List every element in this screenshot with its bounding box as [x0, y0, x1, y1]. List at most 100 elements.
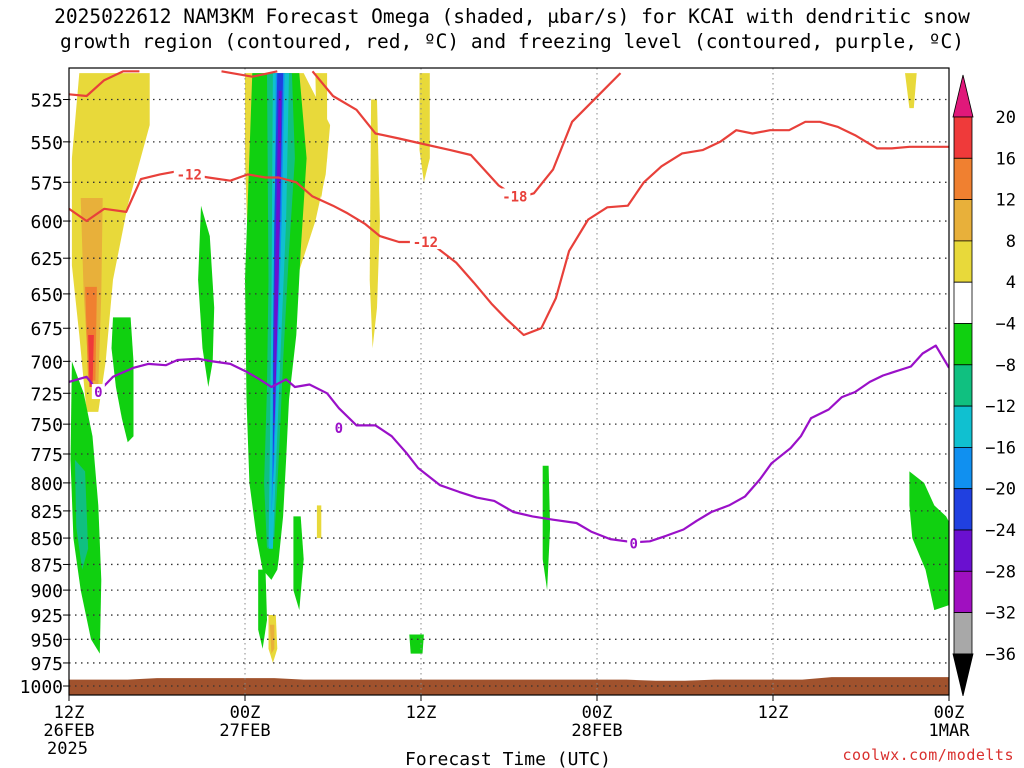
- y-tick-label: 950: [30, 630, 63, 651]
- omega-shade-region: [293, 516, 304, 611]
- colorbar-tick-label: 20: [996, 108, 1016, 128]
- contour-line: [221, 70, 278, 78]
- contour-label-bg: [173, 166, 205, 182]
- colorbar-min-arrow: [952, 653, 974, 696]
- omega-shade-region: [269, 624, 275, 654]
- colorbar-tick-label: −16: [985, 438, 1016, 458]
- x-tick-label: 1MAR: [929, 721, 971, 741]
- colorbar-bin: [953, 364, 973, 407]
- y-tick-label: 925: [30, 606, 63, 627]
- y-tick-label: 625: [30, 249, 63, 270]
- y-tick-label: 525: [30, 91, 63, 112]
- contour-line: [311, 70, 622, 200]
- colorbar-tick-label: 16: [996, 149, 1016, 169]
- y-tick-label: 825: [30, 502, 63, 523]
- y-tick-label: 725: [30, 384, 63, 405]
- colorbar-bin: [953, 446, 973, 490]
- x-tick-label: 00Z: [934, 703, 965, 723]
- contour-label: 0: [94, 385, 102, 401]
- colorbar-bin: [953, 570, 973, 613]
- colorbar-bin: [953, 323, 973, 366]
- x-tick-label: 12Z: [758, 703, 789, 723]
- x-tick-label: 12Z: [406, 703, 437, 723]
- colorbar-bin: [953, 612, 973, 655]
- contour-label: -12: [413, 235, 438, 251]
- colorbar-bin: [953, 116, 973, 159]
- colorbar-bin: [953, 405, 973, 448]
- y-tick-label: 675: [30, 319, 63, 340]
- contour-label: -12: [177, 167, 202, 183]
- omega-shade-region: [905, 73, 917, 109]
- omega-shade-region: [88, 335, 94, 387]
- temperature-contours: [69, 70, 949, 544]
- contour-label: 0: [629, 536, 637, 552]
- contour-line: [69, 70, 140, 98]
- omega-shade-region: [111, 317, 134, 443]
- chart-title-line1: 2025022612 NAM3KM Forecast Omega (shaded…: [54, 5, 970, 28]
- y-tick-label: 1000: [20, 677, 63, 698]
- y-tick-label: 650: [30, 285, 63, 306]
- contour-line: [69, 120, 949, 337]
- plot-frame: [68, 67, 950, 696]
- x-tick-label: 12Z: [54, 703, 85, 723]
- gridlines: [69, 68, 949, 695]
- colorbar-tick-label: 4: [1006, 273, 1016, 293]
- chart-title-line2: growth region (contoured, red, ºC) and f…: [60, 30, 964, 53]
- y-tick-label: 800: [30, 474, 63, 495]
- omega-shade-region: [198, 205, 215, 387]
- x-tick-label: 2025: [47, 739, 88, 759]
- contour-labels: -12 -12 -18 0 0 0: [91, 166, 641, 552]
- colorbar-bin: [953, 529, 973, 572]
- omega-shade-region: [409, 634, 424, 654]
- omega-shade-region: [315, 73, 328, 198]
- y-axis: 525 550 575 600 625 650 675 700 725 750 775 800 825 8…: [20, 91, 69, 698]
- omega-shade-region: [258, 569, 267, 649]
- omega-shade-region: [369, 99, 380, 349]
- omega-shade-region: [74, 459, 89, 570]
- colorbar-bin: [953, 488, 973, 531]
- colorbar-tick-label: −4: [996, 315, 1016, 335]
- y-tick-label: 875: [30, 555, 63, 576]
- colorbar-bin: [953, 281, 973, 324]
- y-tick-label: 975: [30, 654, 63, 675]
- x-tick-label: 00Z: [582, 703, 613, 723]
- credit-link[interactable]: coolwx.com/modelts: [842, 746, 1014, 764]
- contour-label-bg: [332, 419, 346, 435]
- colorbar-tick-label: 12: [996, 191, 1016, 211]
- y-tick-label: 900: [30, 581, 63, 602]
- colorbar-max-arrow: [952, 74, 974, 118]
- colorbar-tick-label: −20: [985, 480, 1016, 500]
- contour-label-bg: [499, 188, 531, 204]
- colorbar-tick-label: 8: [1006, 232, 1016, 252]
- omega-shade-region: [909, 471, 949, 611]
- colorbar: 20 16 12 8 4 −4 −8 −12 −16 −20 −24 −28 −32 −36: [952, 74, 1016, 696]
- y-tick-label: 850: [30, 529, 63, 550]
- contour-label: 0: [335, 421, 343, 437]
- colorbar-tick-label: −32: [985, 604, 1016, 624]
- contour-label: -18: [502, 189, 527, 205]
- colorbar-tick-label: −24: [985, 521, 1016, 541]
- omega-shading: [69, 73, 949, 695]
- x-tick-label: 26FEB: [43, 721, 94, 741]
- colorbar-tick-label: −12: [985, 397, 1016, 417]
- y-tick-label: 775: [30, 445, 63, 466]
- colorbar-tick-label: −28: [985, 562, 1016, 582]
- y-tick-label: 550: [30, 133, 63, 154]
- contour-line: [69, 344, 949, 544]
- colorbar-bin: [953, 199, 973, 242]
- contour-label-bg: [409, 234, 441, 250]
- y-tick-label: 600: [30, 212, 63, 233]
- contour-label-bg: [627, 535, 641, 551]
- colorbar-tick-label: −8: [996, 356, 1016, 376]
- omega-shade-region: [419, 73, 430, 183]
- colorbar-bin: [953, 157, 973, 201]
- x-tick-label: 27FEB: [219, 721, 270, 741]
- x-tick-label: 00Z: [230, 703, 261, 723]
- y-tick-label: 750: [30, 415, 63, 436]
- x-tick-label: 28FEB: [571, 721, 622, 741]
- chart-title: 2025022612 NAM3KM Forecast Omega (shaded…: [0, 4, 1024, 54]
- omega-shade-region: [85, 286, 97, 381]
- y-tick-label: 700: [30, 352, 63, 373]
- y-tick-label: 575: [30, 173, 63, 194]
